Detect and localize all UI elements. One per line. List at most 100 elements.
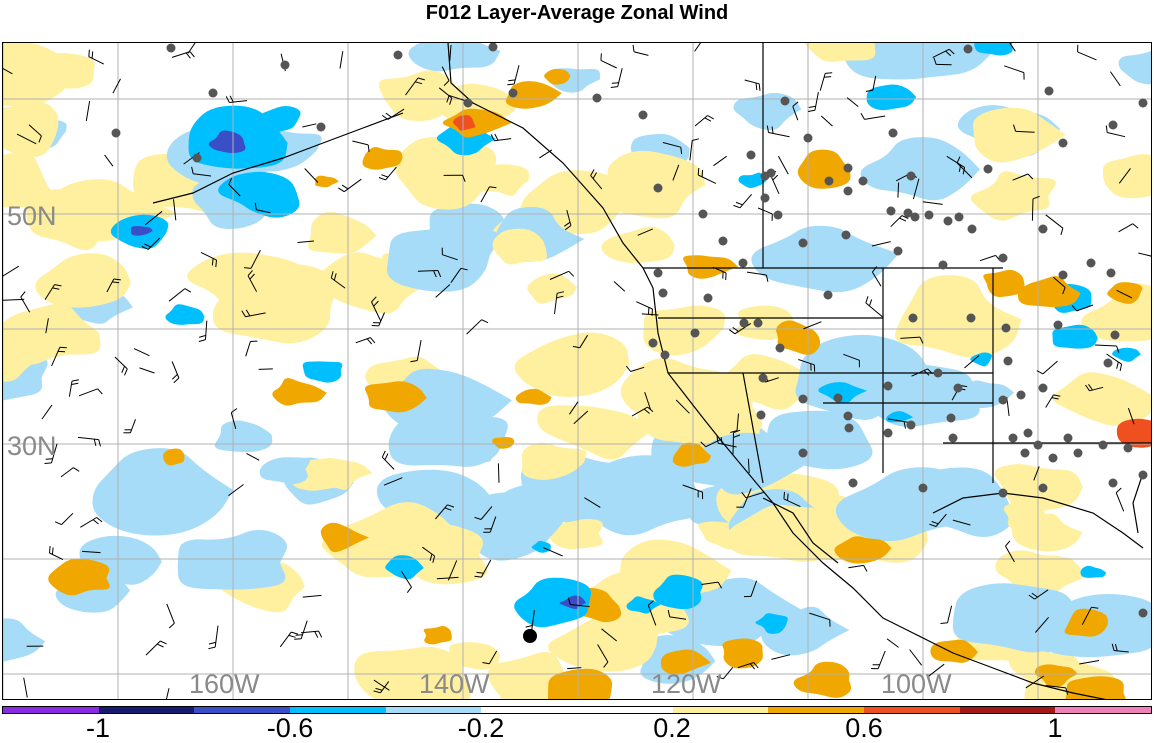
station-marker xyxy=(1138,608,1148,618)
wind-barb xyxy=(798,359,816,372)
colorbar-tick-label: -0.2 xyxy=(457,713,505,743)
station-marker xyxy=(592,93,602,103)
station-marker xyxy=(886,206,896,216)
colorbar-segment xyxy=(194,707,291,713)
wind-barb xyxy=(886,638,899,648)
station-marker xyxy=(780,96,790,106)
station-marker xyxy=(998,395,1008,405)
wind-barb xyxy=(23,677,28,698)
wind-barb xyxy=(1081,606,1099,625)
wind-barb xyxy=(352,140,370,152)
station-marker xyxy=(824,176,834,186)
station-markers xyxy=(111,43,1148,643)
wind-barb xyxy=(45,318,49,334)
wind-barb xyxy=(490,133,512,142)
wind-barb xyxy=(68,379,79,397)
wind-barb xyxy=(1033,466,1040,481)
negative-anomaly-core xyxy=(738,172,767,188)
wind-barb xyxy=(241,309,266,318)
lon-label-100w: 100W xyxy=(881,669,952,699)
wind-barb xyxy=(254,202,271,214)
station-marker xyxy=(943,216,953,226)
negative-anomaly-region xyxy=(408,43,501,72)
positive-anomaly-core xyxy=(492,436,515,449)
positive-anomaly-region xyxy=(187,252,326,319)
wind-barb xyxy=(228,484,244,497)
boundary-line xyxy=(447,43,1107,699)
wind-barb xyxy=(637,228,653,236)
wind-barb xyxy=(1009,43,1016,52)
wind-barb xyxy=(743,580,758,598)
station-marker xyxy=(954,212,964,222)
station-marker xyxy=(746,150,756,160)
map-canvas xyxy=(3,43,1151,699)
positive-anomaly-core xyxy=(983,269,1025,298)
wind-barb xyxy=(225,95,248,103)
positive-anomaly-core xyxy=(515,388,552,405)
station-marker xyxy=(823,290,833,300)
wind-barb xyxy=(897,182,900,198)
wind-barb xyxy=(783,491,801,508)
positive-anomaly-region xyxy=(492,228,548,265)
wind-barb xyxy=(85,101,91,122)
negative-anomaly-core xyxy=(818,382,868,404)
station-marker xyxy=(924,210,934,220)
wind-barb xyxy=(1035,616,1049,633)
negative-anomaly-region xyxy=(259,457,310,485)
map-panel[interactable]: 50N 30N 160W 140W 120W 100W xyxy=(2,42,1152,700)
wind-barb xyxy=(712,266,727,281)
wind-barb xyxy=(572,334,589,349)
positive-anomaly-region xyxy=(603,150,706,219)
wind-barb xyxy=(554,291,565,314)
station-marker xyxy=(1020,448,1030,458)
wind-barb xyxy=(746,271,769,282)
positive-anomaly-region xyxy=(312,458,373,490)
wind-barb xyxy=(747,458,750,474)
wind-barb xyxy=(304,168,319,183)
wind-barb xyxy=(865,296,883,318)
station-marker xyxy=(933,368,943,378)
positive-anomaly-region xyxy=(906,313,953,339)
station-marker xyxy=(953,383,963,393)
station-marker xyxy=(638,110,648,120)
negative-anomaly-region xyxy=(590,455,700,536)
wind-barb xyxy=(1012,173,1034,181)
wind-barb xyxy=(474,559,492,578)
wind-barb xyxy=(144,210,163,226)
wind-barb xyxy=(246,452,260,461)
positive-anomaly-region xyxy=(1052,372,1151,426)
wind-barb xyxy=(940,605,953,624)
negative-anomaly-region xyxy=(855,363,980,427)
station-marker xyxy=(998,253,1008,263)
positive-anomaly-region xyxy=(1102,154,1151,199)
wind-barb xyxy=(543,547,563,557)
wind-barb xyxy=(1109,71,1121,87)
positive-anomaly-region xyxy=(514,332,630,398)
station-marker xyxy=(938,260,948,270)
wind-barb xyxy=(1005,540,1015,563)
wind-barb xyxy=(123,419,136,434)
station-marker xyxy=(893,246,903,256)
wind-barb xyxy=(932,48,955,58)
wind-barb xyxy=(792,101,799,121)
wind-barb xyxy=(701,581,723,589)
negative-anomaly-core xyxy=(1080,565,1107,578)
wind-barb xyxy=(77,436,101,447)
colorbar-segment xyxy=(768,707,865,713)
negative-anomaly-core xyxy=(653,574,703,610)
wind-barb xyxy=(20,291,31,313)
colorbar-segment xyxy=(672,707,769,713)
negative-anomaly-region xyxy=(835,467,970,542)
station-marker xyxy=(758,373,768,383)
wind-barb xyxy=(302,123,317,128)
wind-barb xyxy=(700,439,721,448)
boundary-line xyxy=(152,112,404,204)
station-marker xyxy=(946,413,956,423)
colorbar-tick-label: 1 xyxy=(1047,713,1063,743)
colorbar-tick-label: 0.6 xyxy=(845,713,883,743)
positive-anomaly-region xyxy=(521,442,587,480)
colorbar-segment xyxy=(577,707,673,713)
wind-barb xyxy=(716,666,734,680)
station-marker xyxy=(848,478,858,488)
station-marker xyxy=(844,423,854,433)
